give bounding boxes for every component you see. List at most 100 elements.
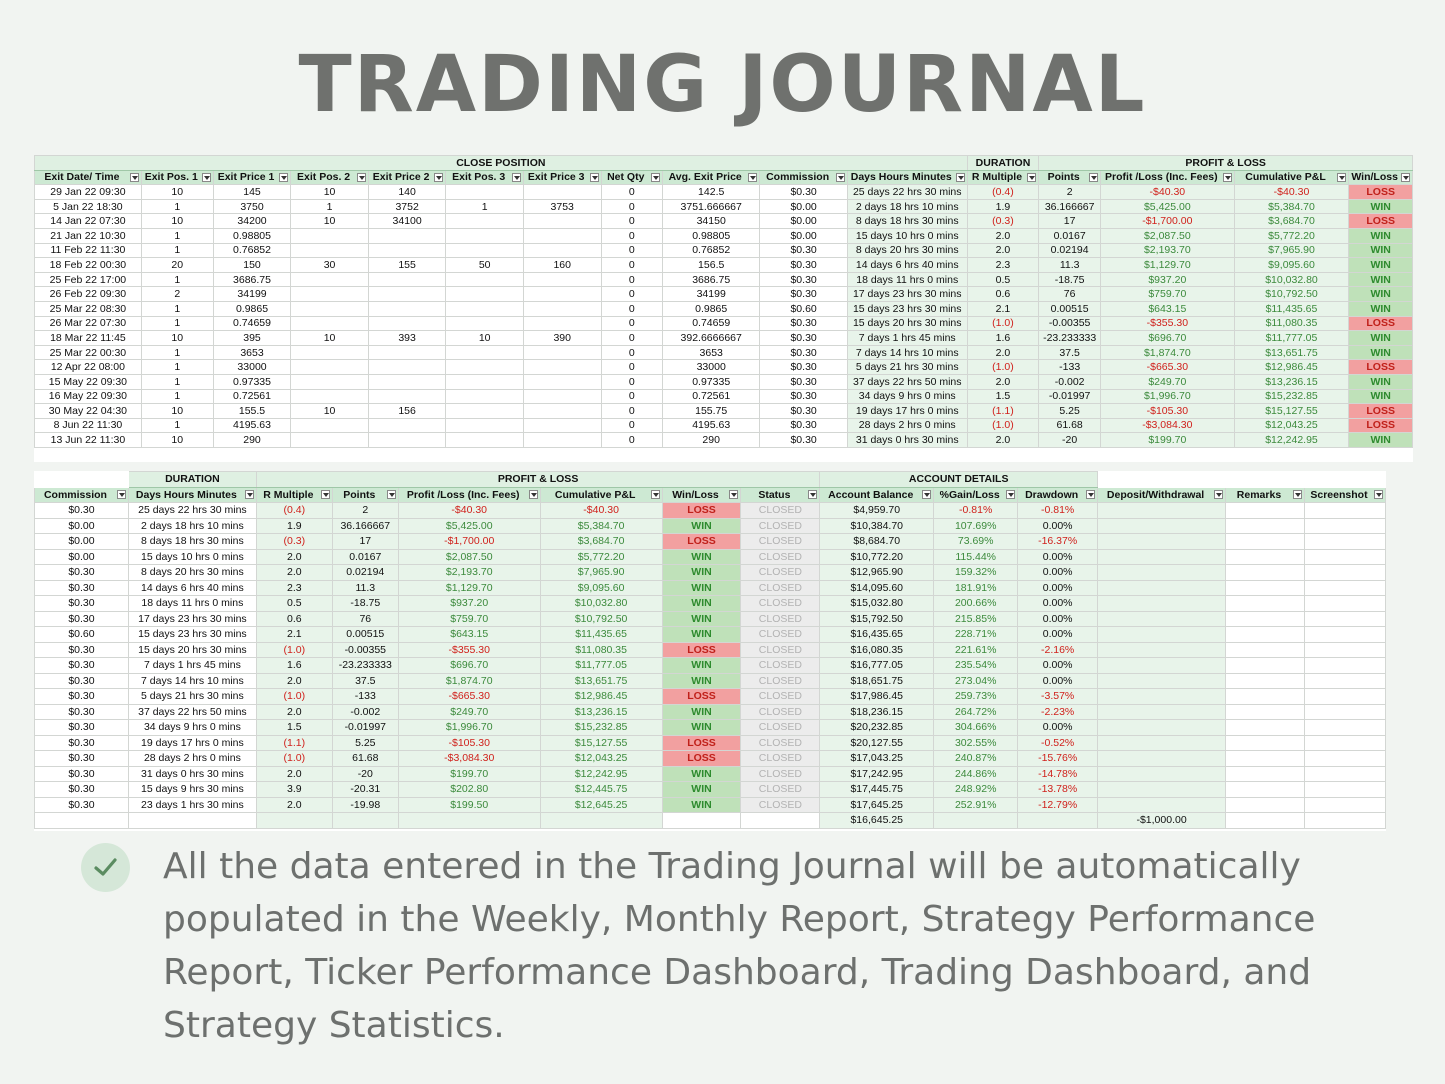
cell-drawdown[interactable] <box>1017 812 1099 829</box>
cell-days-hours-minutes[interactable]: 8 days 20 hrs 30 mins <box>846 242 968 259</box>
cell-screenshot[interactable] <box>1303 657 1386 674</box>
cell-cumulative-p-l[interactable]: $12,043.25 <box>539 750 663 767</box>
cell-win-loss[interactable]: WIN <box>661 626 742 643</box>
cell-drawdown[interactable]: -16.37% <box>1017 533 1099 550</box>
cell-exit-date-time[interactable]: 15 May 22 09:30 <box>34 373 142 390</box>
cell-exit-price-1[interactable]: 395 <box>212 330 292 346</box>
cell-r-multiple[interactable]: 2.0 <box>255 703 333 720</box>
cell-cumulative-p-l[interactable]: $15,232.85 <box>539 719 663 736</box>
cell-exit-pos-3[interactable] <box>445 184 524 200</box>
cell-gain-loss[interactable]: 181.91% <box>933 579 1019 596</box>
cell-deposit-withdrawal[interactable] <box>1097 533 1227 550</box>
cell-exit-pos-1[interactable]: 1 <box>140 344 214 361</box>
cell-days-hours-minutes[interactable]: 5 days 21 hrs 30 mins <box>846 359 968 375</box>
cell-r-multiple[interactable]: 2.0 <box>255 796 333 813</box>
cell-r-multiple[interactable]: 2.0 <box>966 373 1040 390</box>
cell-commission[interactable]: $0.30 <box>34 657 129 674</box>
cell-exit-date-time[interactable]: 14 Jan 22 07:30 <box>34 213 142 229</box>
cell-deposit-withdrawal[interactable] <box>1097 765 1227 782</box>
cell-exit-price-3[interactable] <box>522 417 602 434</box>
cell-commission[interactable]: $0.30 <box>759 344 848 361</box>
cell-days-hours-minutes[interactable]: 15 days 10 hrs 0 mins <box>846 227 968 244</box>
cell-gain-loss[interactable]: 259.73% <box>933 688 1019 705</box>
cell-cumulative-p-l[interactable]: $11,777.05 <box>1233 330 1350 346</box>
cell-gain-loss[interactable]: -0.81% <box>933 502 1019 519</box>
cell-exit-pos-2[interactable] <box>290 315 369 332</box>
cell-points[interactable]: 0.0167 <box>331 548 399 565</box>
cell-profit-loss-inc-fees[interactable]: $1,129.70 <box>1100 257 1235 273</box>
cell-exit-pos-2[interactable] <box>290 242 369 259</box>
cell-exit-pos-1[interactable]: 1 <box>140 227 214 244</box>
cell-points[interactable]: 36.166667 <box>331 517 399 534</box>
cell-remarks[interactable] <box>1225 703 1305 720</box>
cell-drawdown[interactable]: -14.78% <box>1017 765 1099 782</box>
cell-gain-loss[interactable]: 248.92% <box>933 781 1019 798</box>
cell-status[interactable]: CLOSED <box>740 517 821 534</box>
cell-net-qty[interactable]: 0 <box>600 300 663 317</box>
cell-points[interactable]: 11.3 <box>331 579 399 596</box>
cell-points[interactable] <box>331 812 399 829</box>
cell-avg-exit-price[interactable]: 3686.75 <box>661 271 761 288</box>
cell-exit-pos-2[interactable] <box>290 359 369 375</box>
cell-points[interactable]: 61.68 <box>1038 417 1101 434</box>
filter-dropdown-icon[interactable] <box>201 172 211 182</box>
cell-cumulative-p-l[interactable]: $5,772.20 <box>1233 227 1350 244</box>
cell-points[interactable]: 0.02194 <box>1038 242 1101 259</box>
cell-remarks[interactable] <box>1225 502 1305 519</box>
cell-r-multiple[interactable]: (1.0) <box>255 688 333 705</box>
cell-exit-price-3[interactable] <box>522 373 602 390</box>
filter-dropdown-icon[interactable] <box>528 489 538 499</box>
filter-dropdown-icon[interactable] <box>1086 489 1096 499</box>
filter-dropdown-icon[interactable] <box>748 172 758 182</box>
cell-gain-loss[interactable]: 302.55% <box>933 734 1019 751</box>
cell-win-loss[interactable]: LOSS <box>661 502 742 519</box>
cell-exit-date-time[interactable]: 25 Mar 22 00:30 <box>34 344 142 361</box>
cell-win-loss[interactable]: WIN <box>1348 432 1413 448</box>
cell-profit-loss-inc-fees[interactable]: $759.70 <box>1100 286 1235 302</box>
cell-exit-pos-1[interactable]: 1 <box>140 242 214 259</box>
cell-commission[interactable]: $0.30 <box>34 688 129 705</box>
cell-cumulative-p-l[interactable]: -$40.30 <box>539 502 663 519</box>
filter-dropdown-icon[interactable] <box>279 172 289 182</box>
cell-commission[interactable]: $0.30 <box>759 359 848 375</box>
cell-status[interactable]: CLOSED <box>740 719 821 736</box>
cell-points[interactable]: 11.3 <box>1038 257 1101 273</box>
cell-exit-pos-2[interactable] <box>290 286 369 302</box>
cell-remarks[interactable] <box>1225 796 1305 813</box>
cell-days-hours-minutes[interactable]: 19 days 17 hrs 0 mins <box>846 403 968 419</box>
cell-days-hours-minutes[interactable]: 17 days 23 hrs 30 mins <box>846 286 968 302</box>
cell-days-hours-minutes[interactable]: 2 days 18 hrs 10 mins <box>127 517 257 534</box>
cell-screenshot[interactable] <box>1303 812 1386 829</box>
cell-commission[interactable]: $0.30 <box>34 796 129 813</box>
cell-exit-price-2[interactable]: 140 <box>367 184 447 200</box>
cell-points[interactable]: 0.00515 <box>331 626 399 643</box>
cell-exit-pos-3[interactable] <box>445 300 524 317</box>
cell-exit-price-3[interactable] <box>522 213 602 229</box>
cell-win-loss[interactable]: WIN <box>661 610 742 627</box>
cell-net-qty[interactable]: 0 <box>600 403 663 419</box>
cell-screenshot[interactable] <box>1303 688 1386 705</box>
cell-account-balance[interactable]: $16,435.65 <box>819 626 935 643</box>
cell-exit-price-2[interactable] <box>367 373 447 390</box>
cell-exit-price-2[interactable] <box>367 315 447 332</box>
cell-days-hours-minutes[interactable]: 7 days 14 hrs 10 mins <box>127 672 257 689</box>
cell-avg-exit-price[interactable]: 0.72561 <box>661 388 761 405</box>
cell-gain-loss[interactable]: 73.69% <box>933 533 1019 550</box>
cell-profit-loss-inc-fees[interactable]: $696.70 <box>397 657 541 674</box>
cell-status[interactable]: CLOSED <box>740 765 821 782</box>
filter-dropdown-icon[interactable] <box>356 172 366 182</box>
cell-profit-loss-inc-fees[interactable]: -$355.30 <box>397 641 541 658</box>
cell-gain-loss[interactable]: 115.44% <box>933 548 1019 565</box>
cell-exit-pos-1[interactable]: 1 <box>140 198 214 215</box>
cell-avg-exit-price[interactable]: 142.5 <box>661 184 761 200</box>
cell-net-qty[interactable]: 0 <box>600 373 663 390</box>
filter-dropdown-icon[interactable] <box>1401 172 1410 182</box>
cell-profit-loss-inc-fees[interactable]: $1,996.70 <box>1100 388 1235 405</box>
cell-status[interactable]: CLOSED <box>740 579 821 596</box>
cell-exit-price-2[interactable] <box>367 227 447 244</box>
cell-points[interactable]: 2 <box>331 502 399 519</box>
cell-days-hours-minutes[interactable]: 17 days 23 hrs 30 mins <box>127 610 257 627</box>
cell-exit-price-1[interactable]: 0.97335 <box>212 373 292 390</box>
cell-screenshot[interactable] <box>1303 734 1386 751</box>
cell-r-multiple[interactable]: 0.6 <box>966 286 1040 302</box>
